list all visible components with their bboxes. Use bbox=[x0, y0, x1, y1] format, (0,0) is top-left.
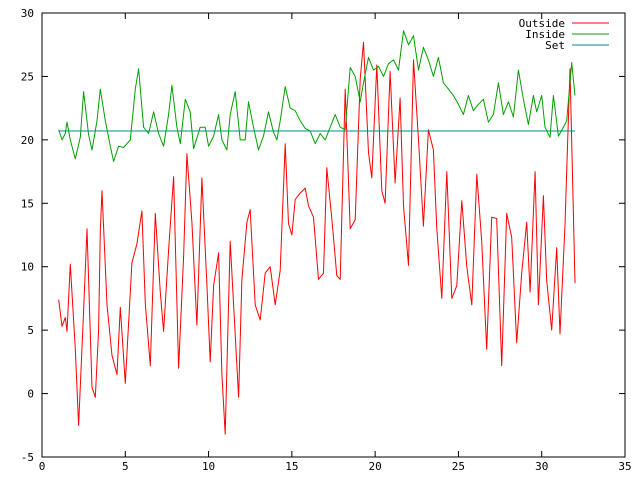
x-axis: 0 5 10 15 20 25 30 35 bbox=[39, 13, 632, 473]
y-tick-label: 25 bbox=[21, 70, 34, 83]
y-tick-label: 30 bbox=[21, 7, 34, 20]
x-tick-label: 20 bbox=[369, 460, 382, 473]
y-axis: -5 0 5 10 15 20 25 30 bbox=[21, 7, 625, 464]
y-tick-label: 0 bbox=[27, 388, 34, 401]
legend-label-set: Set bbox=[545, 39, 565, 52]
x-tick-label: 35 bbox=[618, 460, 631, 473]
y-tick-label: 10 bbox=[21, 261, 34, 274]
x-tick-label: 30 bbox=[535, 460, 548, 473]
x-tick-label: 25 bbox=[452, 460, 465, 473]
y-tick-label: 20 bbox=[21, 134, 34, 147]
y-tick-label: 15 bbox=[21, 197, 34, 210]
x-tick-label: 10 bbox=[202, 460, 215, 473]
legend-label-outside: Outside bbox=[519, 17, 565, 30]
series-layer bbox=[58, 30, 576, 435]
series-line-outside bbox=[58, 41, 576, 435]
y-tick-label: 5 bbox=[27, 324, 34, 337]
x-tick-label: 0 bbox=[39, 460, 46, 473]
y-tick-label: -5 bbox=[21, 451, 34, 464]
legend-label-inside: Inside bbox=[525, 28, 565, 41]
plot-frame bbox=[41, 12, 626, 458]
series-line-inside bbox=[58, 30, 576, 162]
x-tick-label: 15 bbox=[285, 460, 298, 473]
x-tick-label: 5 bbox=[122, 460, 129, 473]
